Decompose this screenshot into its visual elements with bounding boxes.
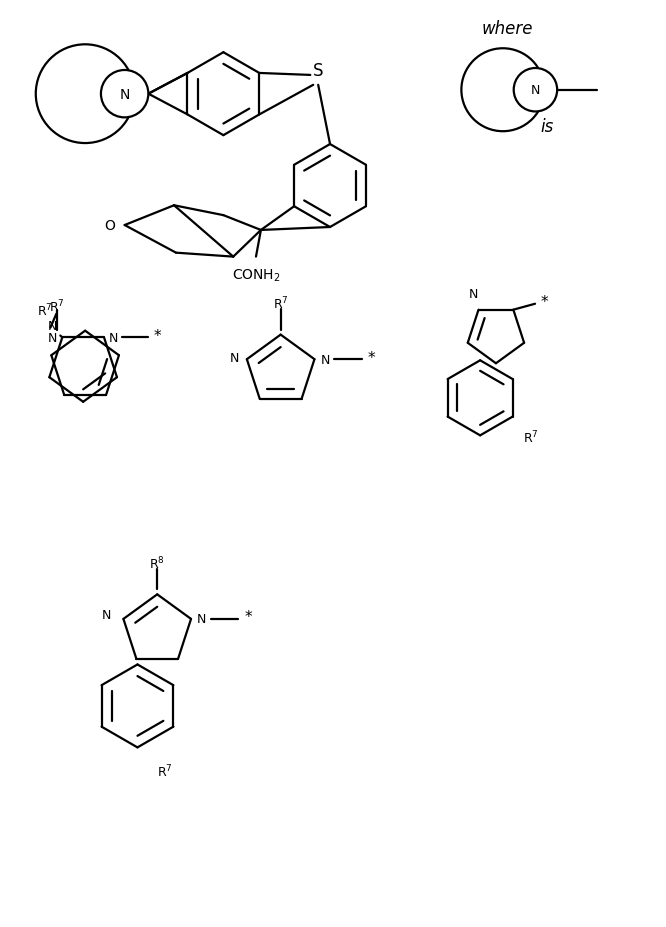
Text: N: N <box>102 609 112 622</box>
Text: R$^7$: R$^7$ <box>273 296 288 312</box>
Text: is: is <box>541 118 554 136</box>
Text: *: * <box>368 350 376 365</box>
Text: R$^8$: R$^8$ <box>149 555 165 571</box>
Text: N: N <box>531 84 540 97</box>
Circle shape <box>513 69 557 112</box>
Text: R$^7$: R$^7$ <box>49 298 65 315</box>
Text: CONH$_2$: CONH$_2$ <box>232 267 280 284</box>
Text: *: * <box>153 329 161 344</box>
Text: R$^7$: R$^7$ <box>37 302 53 319</box>
Text: N: N <box>48 332 57 345</box>
Text: S: S <box>313 62 324 80</box>
Text: R$^7$: R$^7$ <box>523 429 538 446</box>
Text: R$^7$: R$^7$ <box>157 762 173 779</box>
Text: O: O <box>104 219 115 233</box>
Text: *: * <box>244 610 252 625</box>
Text: *: * <box>541 295 549 310</box>
Text: N: N <box>197 613 206 626</box>
Text: N: N <box>320 353 330 366</box>
Text: N: N <box>109 332 119 345</box>
Text: N: N <box>469 287 478 300</box>
Text: where: where <box>482 19 533 37</box>
Text: N: N <box>48 319 57 332</box>
Text: N: N <box>119 87 130 102</box>
Text: N: N <box>230 351 239 364</box>
Circle shape <box>101 70 149 119</box>
